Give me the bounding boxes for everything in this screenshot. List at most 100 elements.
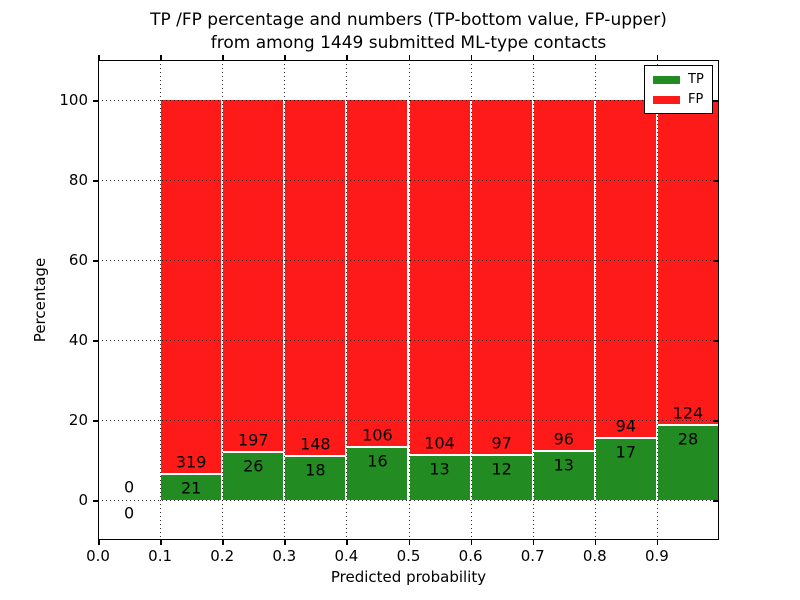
x-tick-mark-top (532, 55, 535, 60)
fp-count-label: 97 (491, 433, 512, 453)
legend-label: FP (688, 92, 704, 107)
x-tick-mark-top (594, 55, 597, 60)
stacked-bar (409, 100, 470, 500)
stacked-bar (471, 100, 532, 500)
tp-count-label: 16 (367, 451, 388, 471)
chart-title-line1: TP /FP percentage and numbers (TP-bottom… (150, 10, 667, 30)
chart-title-line2: from among 1449 submitted ML-type contac… (210, 33, 607, 53)
tp-count-label: 13 (429, 459, 450, 479)
x-gridline (595, 60, 596, 540)
x-tick-mark-top (470, 55, 473, 60)
legend-label: TP (688, 72, 704, 87)
y-tick-label: 0 (78, 491, 88, 509)
tp-bar-segment (161, 475, 222, 500)
y-tick-label: 20 (68, 411, 88, 429)
fp-count-label: 0 (123, 477, 135, 497)
stacked-bar (161, 100, 222, 500)
x-tick-mark (656, 540, 659, 545)
x-tick-label: 0.6 (458, 547, 483, 565)
x-tick-mark-top (98, 55, 100, 60)
y-tick-mark (93, 420, 98, 422)
fp-count-label: 104 (424, 433, 455, 453)
x-gridline (657, 60, 658, 540)
legend: TP FP (644, 65, 713, 114)
x-gridline (346, 60, 347, 540)
y-tick-mark (93, 260, 98, 262)
tp-bar-segment (223, 453, 284, 500)
stacked-bar (657, 100, 718, 500)
x-tick-mark-top (160, 55, 162, 60)
x-tick-label: 0.3 (272, 547, 297, 565)
x-tick-mark-top (408, 55, 410, 60)
stacked-bar (595, 100, 656, 500)
y-tick-mark-right (713, 340, 718, 342)
fp-bar-segment (223, 100, 284, 452)
tp-bar-segment (409, 455, 470, 500)
tp-count-label: 13 (553, 455, 574, 475)
x-tick-mark (532, 540, 535, 545)
tp-bar-segment (285, 456, 346, 500)
y-tick-mark (93, 180, 98, 182)
fp-count-label: 319 (175, 452, 207, 472)
chart-title: TP /FP percentage and numbers (TP-bottom… (98, 9, 719, 55)
tp-count-label: 18 (305, 460, 326, 480)
tp-count-label: 28 (677, 429, 699, 449)
x-tick-mark (160, 540, 162, 545)
legend-item: FP (653, 93, 704, 106)
x-tick-mark-top (284, 55, 286, 60)
x-tick-mark-top (656, 55, 659, 60)
tp-bar-segment (657, 426, 718, 500)
tp-count-label: 17 (615, 442, 637, 462)
x-tick-label: 0.4 (334, 547, 359, 565)
tp-count-label: 0 (123, 503, 135, 523)
x-tick-label: 0.5 (396, 547, 421, 565)
stacked-bar (533, 100, 594, 500)
legend-item: TP (653, 73, 704, 86)
y-gridline (98, 180, 719, 181)
stacked-bar (285, 100, 346, 500)
y-tick-label: 80 (68, 171, 88, 189)
y-tick-mark-right (713, 100, 718, 102)
tp-bar-segment (595, 438, 656, 500)
x-tick-mark (470, 540, 473, 545)
y-gridline (98, 260, 719, 261)
y-tick-mark (93, 340, 98, 342)
x-tick-mark-top (222, 55, 224, 60)
x-gridline (160, 60, 161, 540)
fp-bar-segment (285, 100, 346, 455)
y-tick-label: 60 (68, 251, 88, 269)
fp-count-label: 124 (672, 403, 704, 423)
x-tick-mark-top (346, 55, 348, 60)
x-tick-mark (98, 540, 100, 545)
fp-bar-segment (347, 100, 408, 446)
tp-count-label: 26 (243, 456, 264, 476)
fp-legend-swatch (653, 95, 680, 104)
tp-count-label: 21 (180, 478, 202, 498)
x-gridline (222, 60, 223, 540)
y-tick-mark-right (713, 500, 718, 502)
stacked-bar (223, 100, 284, 500)
x-tick-label: 0.0 (86, 547, 110, 565)
fp-bar-segment (471, 100, 532, 454)
plot-area: 0 0 319 21 197 26 148 18 106 16 104 13 97 12 96 13 94 17 1… (98, 60, 719, 540)
x-gridline (533, 60, 534, 540)
x-gridline (284, 60, 285, 540)
fp-count-label: 197 (237, 430, 269, 450)
y-gridline (98, 340, 719, 341)
x-tick-label: 0.9 (644, 547, 669, 565)
x-axis-label: Predicted probability (330, 568, 487, 586)
y-tick-mark-right (713, 180, 718, 182)
x-tick-mark (284, 540, 286, 545)
fp-count-label: 148 (300, 434, 331, 454)
y-gridline (98, 420, 719, 421)
y-tick-mark-right (713, 420, 718, 422)
fp-bar-segment (533, 100, 594, 451)
fp-count-label: 96 (553, 429, 574, 449)
y-tick-mark (93, 100, 98, 102)
fp-count-label: 94 (615, 416, 637, 436)
fp-bar-segment (657, 100, 718, 425)
y-axis-label: Percentage (31, 257, 49, 343)
y-tick-label: 100 (59, 91, 88, 109)
x-gridline (409, 60, 410, 540)
